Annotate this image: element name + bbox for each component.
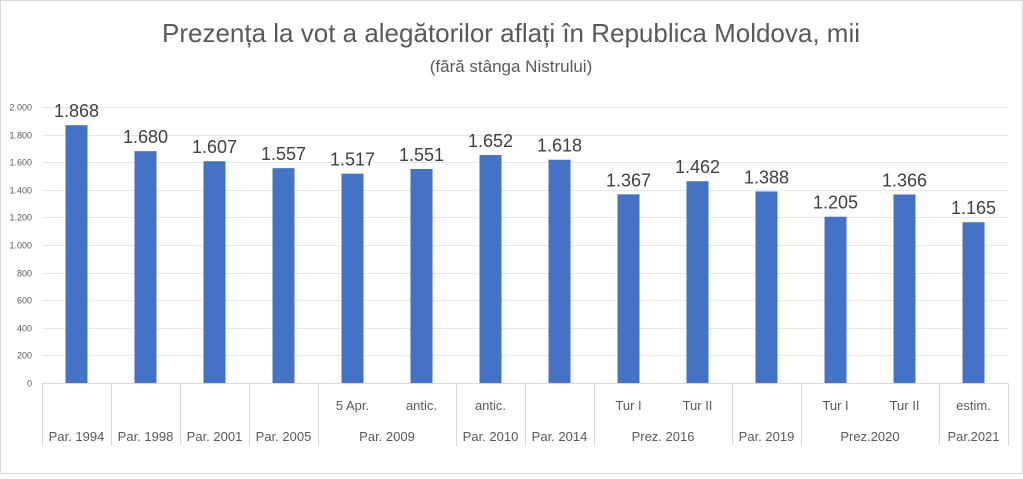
x-group-label: Par. 2005 [256,429,312,444]
y-tick-label: 1.000 [9,241,32,251]
x-sub-label: Tur I [615,398,641,413]
y-tick-label: 0 [27,379,32,389]
data-label: 1.165 [951,198,996,218]
x-sub-label: estim. [956,398,991,413]
bar [962,222,985,383]
x-sub-label: antic. [475,398,506,413]
data-label: 1.551 [399,145,444,165]
bar [272,168,295,383]
data-label: 1.868 [54,101,99,121]
bar [893,194,916,383]
data-label: 1.205 [813,193,858,213]
x-sub-label: antic. [406,398,437,413]
data-label: 1.517 [330,150,375,170]
bar [203,161,226,383]
x-group-label: Prez.2020 [840,429,899,444]
x-group-label: Par. 2010 [463,429,519,444]
bar [65,125,88,383]
bar [686,181,709,383]
x-group-label: Par. 2001 [187,429,243,444]
x-sub-label: 5 Apr. [336,398,369,413]
data-label: 1.680 [123,127,168,147]
bar [824,216,847,383]
bar [479,155,502,383]
x-group-label: Par. 2014 [532,429,588,444]
x-group-label: Par.2021 [947,429,999,444]
data-label: 1.557 [261,144,306,164]
data-label: 1.388 [744,167,789,187]
y-tick-label: 1.600 [9,158,32,168]
y-tick-label: 2.000 [9,103,32,113]
data-label: 1.607 [192,137,237,157]
data-label: 1.462 [675,157,720,177]
chart-subtitle: (fără stânga Nistrului) [430,57,593,76]
bar [548,159,571,383]
y-tick-label: 800 [17,269,32,279]
x-group-label: Prez. 2016 [632,429,695,444]
y-tick-label: 1.400 [9,186,32,196]
bar [134,151,157,383]
bar [341,173,364,383]
x-group-label: Par. 1994 [49,429,105,444]
y-tick-label: 1.200 [9,213,32,223]
bar [410,168,433,383]
data-label: 1.652 [468,131,513,151]
x-sub-label: Tur II [683,398,713,413]
y-tick-label: 1.800 [9,131,32,141]
x-group-label: Par. 2009 [359,429,415,444]
data-label: 1.366 [882,170,927,190]
x-group-label: Par. 2019 [739,429,795,444]
x-sub-label: Tur II [890,398,920,413]
data-label: 1.367 [606,170,651,190]
bar [755,191,778,383]
x-sub-label: Tur I [822,398,848,413]
x-group-label: Par. 1998 [118,429,174,444]
y-tick-label: 600 [17,296,32,306]
y-tick-label: 200 [17,351,32,361]
data-label: 1.618 [537,136,582,156]
y-tick-label: 400 [17,324,32,334]
chart-title: Prezența la vot a alegătorilor aflați în… [162,18,860,48]
bar [617,194,640,383]
